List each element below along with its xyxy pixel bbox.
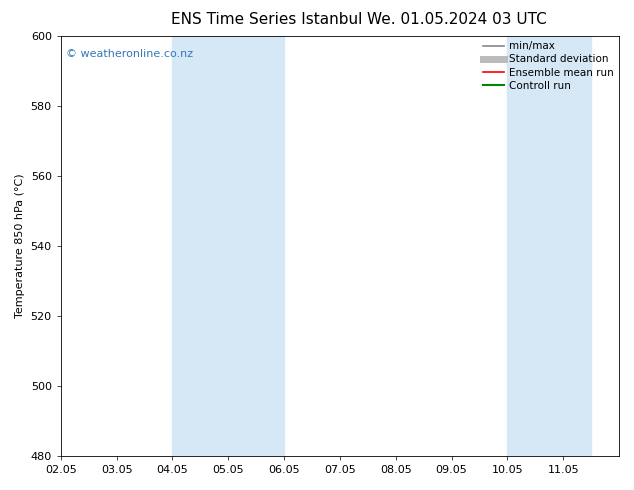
Text: We. 01.05.2024 03 UTC: We. 01.05.2024 03 UTC [366, 12, 547, 27]
Text: © weatheronline.co.nz: © weatheronline.co.nz [67, 49, 193, 59]
Text: ENS Time Series Istanbul: ENS Time Series Istanbul [171, 12, 362, 27]
Bar [507, 36, 591, 456]
Legend: min/max, Standard deviation, Ensemble mean run, Controll run: min/max, Standard deviation, Ensemble me… [483, 41, 614, 91]
Y-axis label: Temperature 850 hPa (°C): Temperature 850 hPa (°C) [15, 174, 25, 318]
Bar [172, 36, 284, 456]
